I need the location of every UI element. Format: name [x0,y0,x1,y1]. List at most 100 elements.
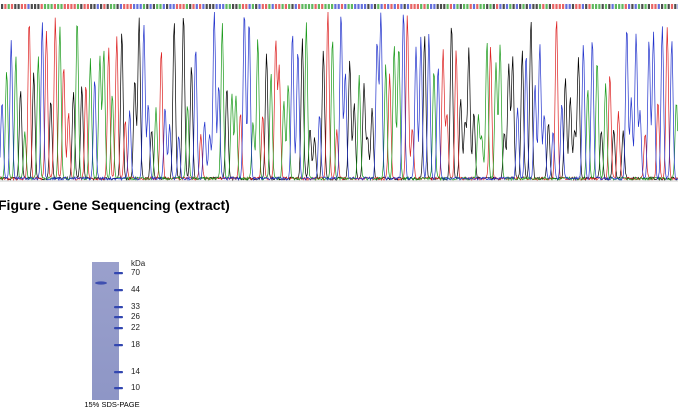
chromatogram [0,4,678,182]
base-call [476,4,479,9]
base-call [393,4,396,9]
base-call [149,4,152,9]
marker-label: 18 [131,340,140,349]
base-call [53,4,56,9]
base-call [505,4,509,9]
base-call [100,4,103,9]
base-call [208,4,212,9]
base-call [179,4,182,9]
base-call [618,4,621,9]
base-call [222,4,225,9]
base-call [123,4,126,9]
base-call [281,4,284,9]
base-call [317,4,320,9]
marker-band [114,344,123,347]
base-call [542,4,545,9]
base-call [499,4,502,9]
base-call [601,4,604,9]
base-call [298,4,301,9]
base-call [403,4,406,9]
marker-band [114,306,123,309]
base-call [373,4,377,9]
base-call [156,4,159,9]
base-call [664,4,667,9]
base-call [129,4,132,9]
base-call [367,4,370,9]
base-call [670,4,674,9]
base-call [228,4,231,9]
base-call [571,4,575,9]
base-call [509,4,512,9]
base-call [159,4,162,9]
base-call [383,4,386,9]
trace [0,17,678,182]
base-call [47,4,50,9]
base-call [90,4,93,9]
base-call [529,4,532,9]
base-call [436,4,439,9]
base-call [525,4,528,9]
base-call [578,4,581,9]
base-call [641,4,644,9]
base-call [647,4,650,9]
base-call [354,4,357,9]
base-call [321,4,324,9]
base-call [624,4,627,9]
base-call [482,4,485,9]
base-call [456,4,459,9]
base-call [340,4,344,9]
base-call [598,4,601,9]
base-call [185,4,188,9]
marker-band [114,316,123,319]
base-call [489,4,492,9]
base-call [139,4,142,9]
base-call [413,4,416,9]
base-call [377,4,380,9]
base-call [357,4,360,9]
marker-label: 70 [131,268,140,277]
base-call [182,4,185,9]
base-call [416,4,419,9]
base-call [469,4,472,9]
base-call [545,4,548,9]
base-call [558,4,561,9]
base-call [344,4,347,9]
base-call [96,4,99,9]
base-call [628,4,631,9]
base-call [390,4,393,9]
base-call [657,4,660,9]
base-call [258,4,261,9]
base-call [387,4,390,9]
base-call [27,4,30,9]
base-call [604,4,608,9]
base-call [519,4,522,9]
base-call [588,4,591,9]
marker-band [114,371,123,374]
base-call [162,4,165,9]
base-call [294,4,297,9]
base-call [251,4,254,9]
base-call [515,4,518,9]
base-call [585,4,588,9]
base-call [43,4,47,9]
base-call [175,4,179,9]
base-call [347,4,350,9]
marker-band [114,327,123,330]
base-call [238,4,241,9]
base-call [278,4,281,9]
base-call [370,4,373,9]
base-call [189,4,192,9]
base-call [17,4,20,9]
base-call [70,4,73,9]
base-call [420,4,423,9]
base-call [218,4,221,9]
base-call [67,4,70,9]
base-call [337,4,340,9]
base-call [430,4,433,9]
base-call [116,4,119,9]
base-call [202,4,205,9]
base-call [311,4,314,9]
base-call [552,4,555,9]
base-call [261,4,264,9]
